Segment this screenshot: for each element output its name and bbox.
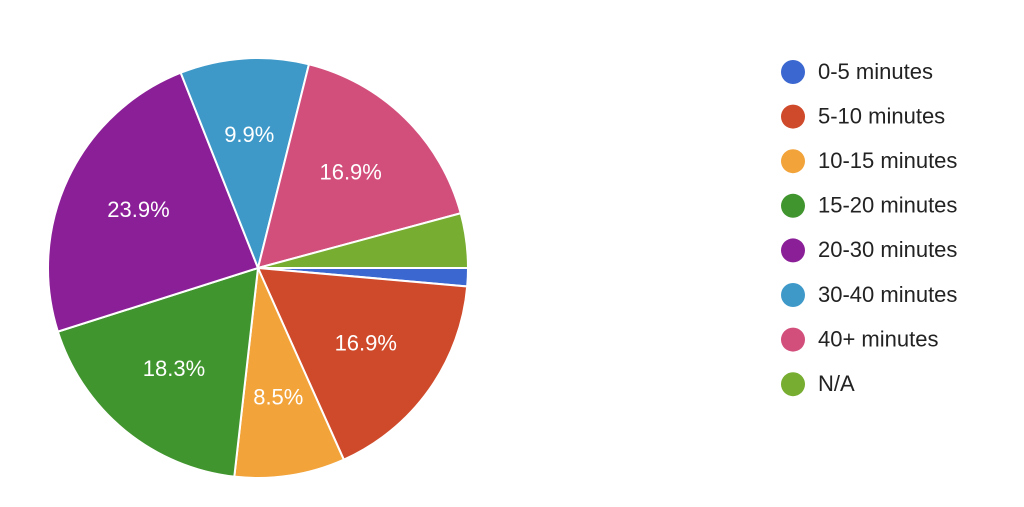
pie-slice <box>56 266 260 478</box>
legend-marker <box>781 193 805 218</box>
pie-slice <box>256 266 469 461</box>
legend-marker <box>781 104 805 129</box>
pie-slice <box>179 57 311 272</box>
data-label: 16.9% <box>335 331 397 356</box>
pie-slice <box>257 211 470 269</box>
pie-slice <box>233 264 346 479</box>
legend-label: 20-30 minutes <box>818 237 957 262</box>
data-label: 9.9% <box>224 122 274 147</box>
legend-label: 30-40 minutes <box>818 282 957 307</box>
legend-marker <box>781 60 805 84</box>
legend-marker <box>781 149 805 174</box>
legend-marker <box>781 372 805 397</box>
legend-label: 0-5 minutes <box>818 59 933 84</box>
data-label: 8.5% <box>253 385 303 410</box>
data-label: 16.9% <box>319 159 381 184</box>
legend-label: 5-10 minutes <box>818 103 945 128</box>
legend-marker <box>781 283 805 307</box>
legend-label: 15-20 minutes <box>818 193 957 218</box>
data-label: 23.9% <box>107 197 169 222</box>
data-label: 18.3% <box>143 356 205 381</box>
legend-label: 10-15 minutes <box>818 148 957 173</box>
legend-label: 40+ minutes <box>818 326 938 351</box>
legend-label: N/A <box>818 371 855 396</box>
legend-marker <box>781 327 805 352</box>
pie-slice <box>256 63 462 270</box>
legend-marker <box>781 238 805 263</box>
